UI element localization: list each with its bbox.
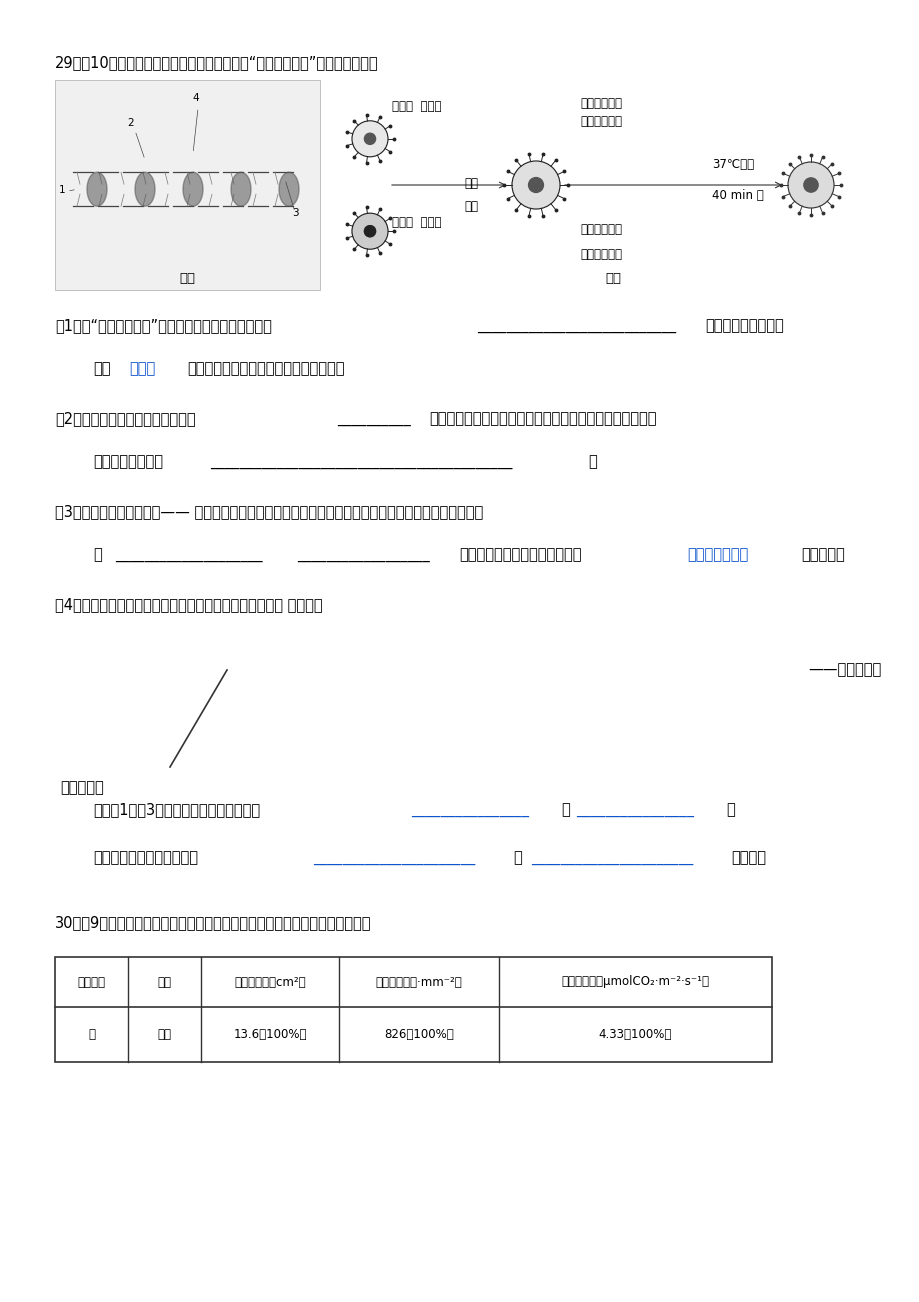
Text: 一定的流动性的: 一定的流动性的: [686, 547, 747, 562]
Text: 29．（10分）科学家经过研究提出了生物膜的“流动镶嵌模型”。请分析回答：: 29．（10分）科学家经过研究提出了生物膜的“流动镶嵌模型”。请分析回答：: [55, 55, 379, 70]
Text: 由于: 由于: [93, 361, 110, 376]
Text: 。: 。: [725, 802, 734, 816]
Text: ______________________: ______________________: [312, 850, 475, 865]
Text: _________________________________________: ________________________________________…: [210, 454, 512, 469]
Text: __________: __________: [336, 411, 410, 426]
FancyBboxPatch shape: [55, 79, 320, 290]
Text: ________________: ________________: [575, 802, 693, 816]
Text: 图甲: 图甲: [179, 272, 196, 285]
Ellipse shape: [803, 178, 817, 193]
Text: 叶色: 叶色: [157, 975, 171, 988]
Text: 40 min 后: 40 min 后: [711, 189, 763, 202]
Ellipse shape: [364, 225, 375, 237]
Ellipse shape: [528, 177, 543, 193]
Text: 鼠细胞  膜蛋白: 鼠细胞 膜蛋白: [391, 216, 441, 229]
Ellipse shape: [183, 172, 203, 206]
Text: 人细胞  膜蛋白: 人细胞 膜蛋白: [391, 100, 441, 113]
Text: （4）下图表示三种生物膜结构及其发生的部分生理过程。 请回答：: （4）下图表示三种生物膜结构及其发生的部分生理过程。 请回答：: [55, 598, 323, 612]
Ellipse shape: [364, 225, 375, 237]
Text: 图中的蛋白质复合体都具有: 图中的蛋白质复合体都具有: [93, 850, 198, 865]
Text: 图乙: 图乙: [605, 272, 620, 285]
Text: __________________: __________________: [297, 547, 429, 562]
Circle shape: [788, 161, 834, 208]
Text: 鼠膜蛋白抗体: 鼠膜蛋白抗体: [579, 247, 621, 260]
Text: （1）在“流动镶嵌模型”中，构成生物膜基本骨架的是: （1）在“流动镶嵌模型”中，构成生物膜基本骨架的是: [55, 318, 272, 333]
Text: 37℃培养: 37℃培养: [711, 158, 754, 171]
Text: （填数字）有关。同一生物的不同组织细胞的膜转运蛋白不: （填数字）有关。同一生物的不同组织细胞的膜转运蛋白不: [428, 411, 656, 426]
Text: （填数字和文字），: （填数字和文字），: [704, 318, 783, 333]
Text: ——蛋白复合体: ——蛋白复合体: [808, 661, 881, 677]
Text: 净光合速率（μmolCO₂·m⁻²·s⁻¹）: 净光合速率（μmolCO₂·m⁻²·s⁻¹）: [561, 975, 709, 988]
Text: 3: 3: [291, 208, 299, 219]
Text: 。: 。: [587, 454, 596, 469]
Text: 30．（9分）观测不同光照条件下生长的柑橘，结果见下表，请回答下列问题：: 30．（9分）观测不同光照条件下生长的柑橘，结果见下表，请回答下列问题：: [55, 915, 371, 930]
Text: （2）细胞识别与图甲中的化学成分: （2）细胞识别与图甲中的化学成分: [55, 411, 196, 426]
Circle shape: [352, 214, 388, 249]
Text: 平均叶面积（cm²）: 平均叶面积（cm²）: [234, 975, 305, 988]
Text: 的: 的: [93, 547, 102, 562]
Text: 同，其根本原因是: 同，其根本原因是: [93, 454, 163, 469]
Text: ，由此能较好地解释细胞膜具有: ，由此能较好地解释细胞膜具有: [459, 547, 581, 562]
FancyBboxPatch shape: [55, 957, 771, 1062]
Text: 和: 和: [513, 850, 521, 865]
Ellipse shape: [135, 172, 154, 206]
Text: 的功能。: 的功能。: [731, 850, 766, 865]
Text: 结构特点。: 结构特点。: [800, 547, 844, 562]
Circle shape: [352, 121, 388, 156]
Text: 2: 2: [127, 118, 133, 128]
Text: 细胞: 细胞: [464, 177, 478, 190]
Ellipse shape: [364, 133, 375, 145]
Text: 图中图1、图3这两种生物膜的名称分别是: 图中图1、图3这两种生物膜的名称分别是: [93, 802, 260, 816]
Text: （3）用荧光抗体标记的人—— 鼠细胞融合的实验过程及结果如图乙所示。此实验结果直接证明了细胞膜中: （3）用荧光抗体标记的人—— 鼠细胞融合的实验过程及结果如图乙所示。此实验结果直…: [55, 504, 482, 519]
Text: ________________: ________________: [411, 802, 528, 816]
Text: 蛋白复合体: 蛋白复合体: [60, 780, 104, 796]
Text: ______________________: ______________________: [530, 850, 693, 865]
Text: 4.33（100%）: 4.33（100%）: [598, 1029, 672, 1042]
Text: 强: 强: [88, 1029, 95, 1042]
Text: 1: 1: [59, 185, 65, 195]
Text: 人膜蛋白抗体: 人膜蛋白抗体: [579, 115, 621, 128]
Text: 浅绿: 浅绿: [157, 1029, 171, 1042]
Text: 13.6（100%）: 13.6（100%）: [233, 1029, 306, 1042]
Text: 用荧光标记的: 用荧光标记的: [579, 98, 621, 109]
Text: 气孔密度（个·mm⁻²）: 气孔密度（个·mm⁻²）: [375, 975, 462, 988]
Text: ___________________________: ___________________________: [476, 318, 675, 333]
Ellipse shape: [231, 172, 251, 206]
Text: 826（100%）: 826（100%）: [384, 1029, 453, 1042]
Text: 的分布使生物膜的结构表现出不对称性。: 的分布使生物膜的结构表现出不对称性。: [187, 361, 344, 376]
Text: 蛋白质: 蛋白质: [129, 361, 155, 376]
Text: 用荧光标记的: 用荧光标记的: [579, 223, 621, 236]
Text: 光照强度: 光照强度: [77, 975, 106, 988]
Text: 、: 、: [561, 802, 569, 816]
Ellipse shape: [87, 172, 107, 206]
Circle shape: [512, 161, 560, 210]
Text: ____________________: ____________________: [115, 547, 262, 562]
Text: 4: 4: [193, 92, 199, 103]
Text: 融合: 融合: [464, 199, 478, 212]
Ellipse shape: [278, 172, 299, 206]
